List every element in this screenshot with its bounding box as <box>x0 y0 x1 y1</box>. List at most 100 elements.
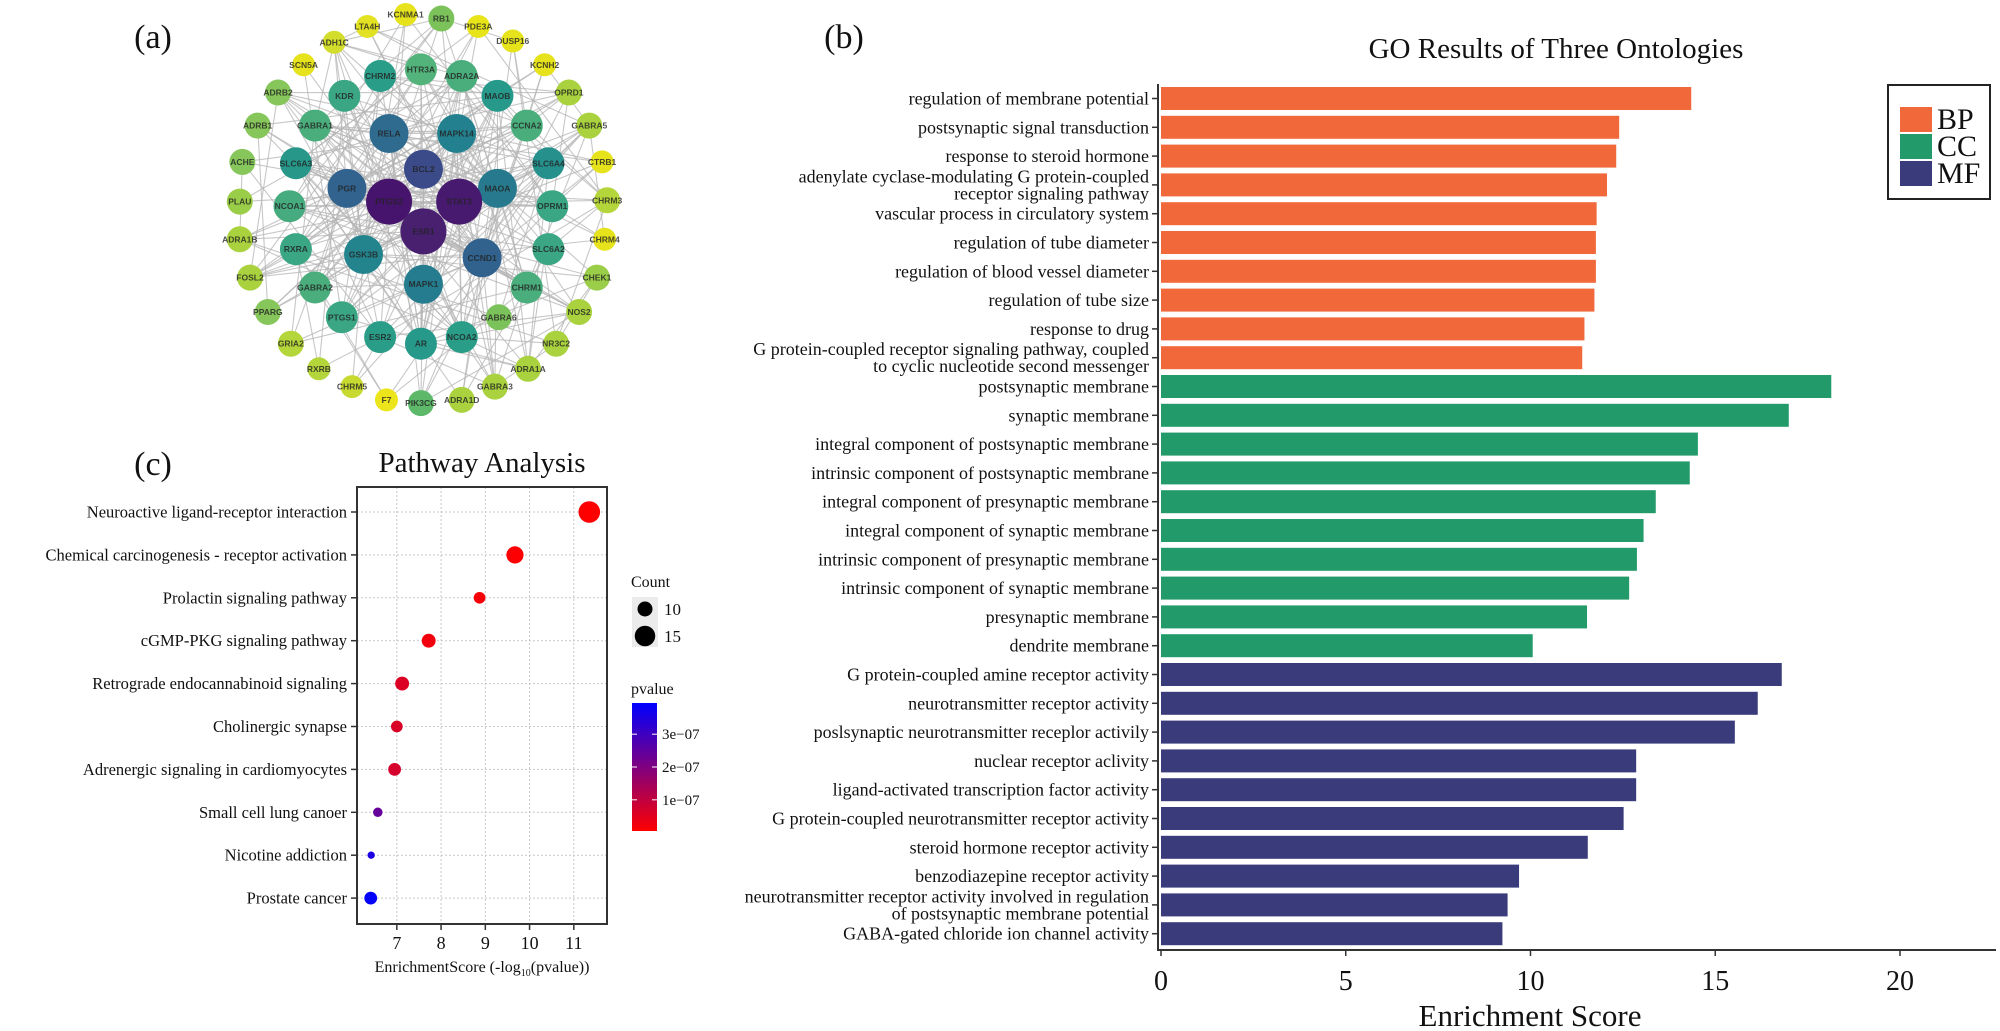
network-node-circle <box>481 79 514 112</box>
network-node-circle <box>279 147 312 180</box>
network-node[interactable]: PPARG <box>253 298 283 325</box>
network-node-label: F7 <box>382 395 392 405</box>
network-node-circle <box>299 109 332 142</box>
network-node[interactable]: PTGS2 <box>366 178 413 225</box>
pathway-point <box>506 546 524 564</box>
network-node-label: ESR2 <box>369 332 391 342</box>
network-node[interactable]: ADH1C <box>320 30 349 54</box>
network-node[interactable]: RXRA <box>279 233 312 266</box>
pathway-label: Small cell lung canoer <box>199 803 347 822</box>
network-node[interactable]: GABRA1 <box>297 109 333 142</box>
network-node-circle <box>226 188 253 215</box>
network-edge <box>420 162 549 404</box>
network-node[interactable]: PGR <box>327 168 367 208</box>
network-node-circle <box>510 271 543 304</box>
network-node[interactable]: CHRM5 <box>337 375 367 399</box>
network-node[interactable]: GRIA2 <box>277 330 304 357</box>
go-bar-cc <box>1161 576 1630 600</box>
network-node[interactable]: SCN5A <box>289 53 318 77</box>
network-node[interactable]: OPRD1 <box>554 79 584 106</box>
network-node[interactable]: ADRA1D <box>444 386 479 413</box>
network-node[interactable]: HTR3A <box>404 53 437 86</box>
network-node[interactable]: RB1 <box>428 5 455 32</box>
network-node[interactable]: SLC6A2 <box>532 233 565 266</box>
network-edge <box>420 311 580 404</box>
network-node[interactable]: CHRM3 <box>592 187 623 214</box>
network-node-label: AR <box>415 339 427 349</box>
network-node[interactable]: KDR <box>328 79 361 112</box>
network-node[interactable]: GABRA3 <box>477 373 513 400</box>
network-node[interactable]: GABRA2 <box>297 271 333 304</box>
network-node[interactable]: STAT3 <box>436 178 483 225</box>
network-node[interactable]: MAPK1 <box>403 264 443 304</box>
network-node[interactable]: GSK3B <box>344 234 384 274</box>
pathway-label: Adrenergic signaling in cardiomyocytes <box>83 760 347 779</box>
network-node[interactable]: NCOA2 <box>445 321 478 354</box>
network-node[interactable]: ADRA1B <box>222 226 258 253</box>
network-node[interactable]: LTA4H <box>354 14 380 38</box>
network-node[interactable]: RXRB <box>307 357 331 381</box>
network-node[interactable]: CHRM2 <box>364 60 397 93</box>
network-node-label: MAPK14 <box>439 129 474 139</box>
network-node[interactable]: KCNMA1 <box>387 3 424 27</box>
go-bar-label: intrinsic component of synaptic membrane <box>841 578 1149 598</box>
network-node[interactable]: ESR1 <box>400 208 447 255</box>
network-node[interactable]: CHEK1 <box>583 264 612 291</box>
network-node[interactable]: ADRB1 <box>243 112 273 139</box>
network-node[interactable]: ADRA1A <box>510 355 546 382</box>
network-node[interactable]: NOS2 <box>566 298 593 325</box>
pathway-point <box>388 763 402 776</box>
network-node[interactable]: CCND1 <box>462 238 502 278</box>
network-node[interactable]: PTGS1 <box>325 301 358 334</box>
network-node[interactable]: CTRB1 <box>588 150 617 174</box>
go-bar-bp <box>1161 87 1692 110</box>
network-node[interactable]: MAPK14 <box>437 114 477 154</box>
network-node[interactable]: CCNA2 <box>510 109 543 142</box>
panel-label-c: (c) <box>134 446 172 483</box>
network-node-label: OPRD1 <box>554 88 584 98</box>
network-node[interactable]: NCOA1 <box>273 190 306 223</box>
network-node[interactable]: OPRM1 <box>536 190 569 223</box>
network-node[interactable]: CHRM1 <box>510 271 543 304</box>
network-node[interactable]: PLAU <box>226 188 253 215</box>
network-edge <box>334 17 442 43</box>
pathway-point <box>373 807 383 818</box>
network-node[interactable]: CHRM4 <box>589 227 620 251</box>
network-node[interactable]: RELA <box>369 114 409 154</box>
network-node[interactable]: GABRA6 <box>481 304 517 331</box>
network-node[interactable]: GABRA5 <box>571 112 607 139</box>
network-edge <box>422 75 463 232</box>
network-node[interactable]: AR <box>404 327 437 360</box>
network-node-circle <box>340 375 364 399</box>
network-node-circle <box>501 29 525 53</box>
network-edge <box>290 286 527 345</box>
network-node-circle <box>594 187 621 214</box>
network-node[interactable]: BCL2 <box>403 149 443 189</box>
network-node[interactable]: ADRB2 <box>263 79 293 106</box>
go-legend-label: CC <box>1937 130 1977 163</box>
go-bar-label: ligand-activated transcription factor ac… <box>833 780 1149 800</box>
network-node[interactable]: NR3C2 <box>542 330 570 357</box>
network-edge <box>588 125 606 240</box>
network-node[interactable]: FOSL2 <box>236 264 264 291</box>
network-node-label: CHRM5 <box>337 382 367 392</box>
network-node[interactable]: MAOB <box>481 79 514 112</box>
network-node[interactable]: PDE3A <box>464 14 492 38</box>
network-node[interactable]: SLC6A4 <box>532 147 565 180</box>
network-node[interactable]: ACHE <box>229 148 256 175</box>
network-node[interactable]: SLC6A3 <box>279 147 313 180</box>
go-x-tick-label: 5 <box>1339 966 1353 997</box>
network-node[interactable]: ADRA2A <box>444 60 479 93</box>
network-node[interactable]: KCNH2 <box>530 53 560 77</box>
network-node-label: PIK3CG <box>405 398 437 408</box>
go-bar-mf <box>1161 778 1637 802</box>
count-legend-title: Count <box>631 574 671 591</box>
network-node[interactable]: PIK3CG <box>405 390 437 417</box>
network-node[interactable]: MAOA <box>477 168 517 208</box>
network-node[interactable]: ESR2 <box>364 321 397 354</box>
network-node[interactable]: F7 <box>374 388 398 412</box>
network-node[interactable]: DUSP16 <box>496 29 530 53</box>
network-node-circle <box>369 114 409 154</box>
network-node-label: ACHE <box>230 157 254 167</box>
